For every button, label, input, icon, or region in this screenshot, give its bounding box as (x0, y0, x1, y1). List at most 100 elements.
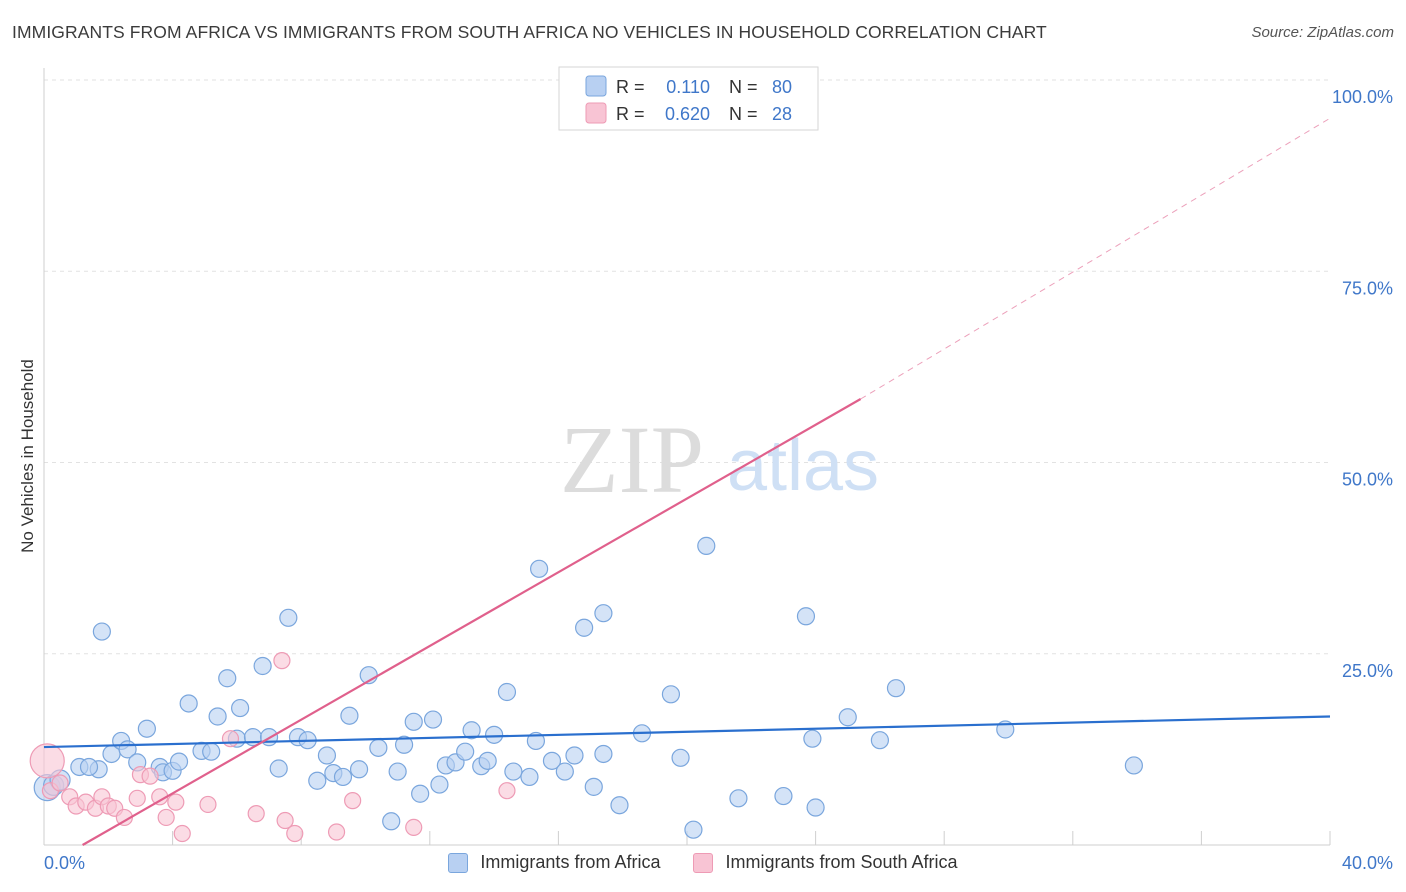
stats-n-label-pink: N = (729, 104, 758, 124)
watermark-zip: ZIP (560, 406, 704, 513)
watermark-atlas: atlas (727, 426, 879, 506)
stats-n-label-blue: N = (729, 77, 758, 97)
point-south-africa-20 (247, 805, 265, 823)
point-africa-40 (394, 735, 414, 754)
point-africa-73 (806, 798, 825, 817)
point-africa-66 (661, 685, 681, 704)
point-south-africa-15 (157, 808, 175, 827)
trend-line-south-africa (82, 398, 862, 846)
point-africa-15 (169, 752, 189, 771)
point-africa-70 (729, 789, 748, 808)
point-africa-74 (838, 708, 857, 727)
point-south-africa-23 (286, 824, 304, 843)
point-africa-47 (456, 742, 475, 761)
legend-item-africa[interactable]: Immigrants from Africa (448, 852, 660, 873)
stats-n-value-blue: 80 (772, 77, 792, 97)
point-africa-51 (485, 725, 504, 744)
point-africa-44 (430, 775, 449, 794)
point-south-africa-16 (167, 793, 185, 811)
point-south-africa-0 (29, 743, 65, 779)
watermark: ZIP atlas (560, 406, 879, 513)
trend-line-africa (43, 715, 1331, 749)
point-south-africa-26 (405, 818, 423, 837)
point-africa-53 (504, 762, 523, 781)
series-south-africa-points (29, 652, 516, 843)
stats-legend-swatch-blue (585, 75, 607, 97)
legend-item-south-africa[interactable]: Immigrants from South Africa (693, 852, 958, 873)
source-label: Source: ZipAtlas.com (1251, 24, 1394, 41)
y-tick-label-1: 50.0% (1342, 470, 1393, 490)
point-africa-63 (594, 744, 613, 764)
stats-n-value-pink: 28 (772, 104, 792, 124)
series-legend: Immigrants from Africa Immigrants from S… (0, 852, 1406, 878)
point-africa-38 (382, 812, 401, 831)
point-africa-60 (575, 618, 594, 637)
y-tick-label-3: 100.0% (1332, 87, 1393, 107)
point-africa-11 (137, 719, 156, 738)
trend-lines (43, 117, 1331, 846)
y-tick-label-2: 75.0% (1342, 278, 1393, 298)
point-africa-62 (594, 604, 613, 623)
series-africa-points (33, 536, 1143, 839)
point-africa-79 (1124, 756, 1143, 775)
point-africa-77 (886, 679, 906, 698)
point-south-africa-17 (173, 824, 191, 843)
legend-swatch-africa (448, 852, 469, 873)
stats-r-label-pink: R = (616, 104, 645, 124)
point-africa-24 (253, 656, 272, 676)
chart-title: IMMIGRANTS FROM AFRICA VS IMMIGRANTS FRO… (12, 22, 1047, 42)
point-africa-67 (671, 748, 690, 767)
point-africa-48 (462, 721, 481, 740)
point-africa-76 (870, 731, 890, 750)
point-africa-52 (497, 682, 517, 702)
axes (43, 68, 1331, 846)
point-africa-68 (684, 820, 703, 839)
point-africa-42 (411, 784, 430, 803)
legend-label-south-africa: Immigrants from South Africa (725, 852, 958, 872)
point-south-africa-22 (276, 811, 294, 830)
point-africa-72 (796, 607, 816, 626)
point-africa-31 (317, 746, 337, 765)
point-africa-18 (202, 742, 221, 761)
point-africa-6 (92, 622, 111, 641)
point-south-africa-21 (273, 652, 291, 670)
point-africa-64 (610, 796, 629, 815)
x-tick-label-min: 0.0% (44, 853, 85, 873)
point-africa-43 (423, 710, 443, 729)
stats-r-label-blue: R = (616, 77, 645, 97)
tick-labels: 25.0% 50.0% 75.0% 100.0% 0.0% 40.0% (44, 87, 1393, 873)
point-south-africa-11 (128, 789, 146, 807)
point-africa-5 (79, 757, 99, 777)
point-africa-55 (526, 731, 545, 751)
point-africa-27 (279, 608, 298, 627)
point-africa-69 (697, 536, 716, 555)
stats-r-value-pink: 0.620 (665, 104, 710, 124)
point-africa-34 (340, 706, 359, 725)
point-south-africa-18 (199, 795, 217, 814)
stats-legend: R = 0.110 N = 80 R = 0.620 N = 28 (558, 66, 819, 131)
stats-legend-swatch-pink (585, 102, 607, 124)
y-tick-label-0: 25.0% (1342, 661, 1393, 681)
point-africa-61 (584, 777, 603, 796)
point-africa-41 (404, 712, 423, 731)
point-africa-57 (542, 751, 562, 770)
point-africa-33 (333, 767, 353, 787)
legend-swatch-south-africa (693, 852, 714, 873)
point-south-africa-19 (221, 730, 240, 748)
point-africa-16 (179, 694, 198, 713)
point-africa-26 (269, 759, 288, 778)
point-south-africa-25 (344, 792, 362, 810)
point-africa-30 (308, 771, 327, 790)
point-africa-35 (349, 760, 369, 779)
stats-r-value-blue: 0.110 (666, 77, 710, 97)
point-south-africa-27 (498, 782, 516, 800)
point-south-africa-13 (141, 767, 159, 785)
point-south-africa-24 (327, 823, 346, 841)
point-africa-58 (555, 762, 574, 781)
point-africa-59 (565, 746, 584, 765)
x-tick-label-max: 40.0% (1342, 853, 1393, 873)
point-africa-56 (530, 559, 549, 578)
point-africa-75 (803, 729, 822, 748)
point-africa-39 (388, 762, 407, 781)
